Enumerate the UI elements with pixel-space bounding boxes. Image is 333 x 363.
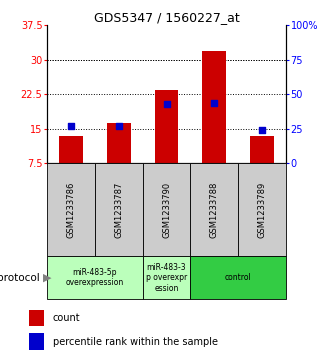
Bar <box>59 136 83 163</box>
Point <box>212 100 217 106</box>
Bar <box>95 163 143 256</box>
Bar <box>29 333 44 350</box>
Text: control: control <box>225 273 252 282</box>
Bar <box>238 163 286 256</box>
Point <box>260 127 265 133</box>
Bar <box>250 136 274 163</box>
Text: GSM1233786: GSM1233786 <box>66 182 75 238</box>
Bar <box>29 310 44 326</box>
Text: GSM1233788: GSM1233788 <box>210 182 219 238</box>
Title: GDS5347 / 1560227_at: GDS5347 / 1560227_at <box>94 11 239 24</box>
Bar <box>47 163 95 256</box>
Text: miR-483-3
p overexpr
ession: miR-483-3 p overexpr ession <box>146 263 187 293</box>
Text: protocol: protocol <box>0 273 40 283</box>
Point <box>164 101 169 107</box>
Bar <box>143 163 190 256</box>
Text: count: count <box>53 313 80 323</box>
Bar <box>202 51 226 163</box>
Text: GSM1233787: GSM1233787 <box>114 182 123 238</box>
Text: ▶: ▶ <box>43 273 52 283</box>
Text: miR-483-5p
overexpression: miR-483-5p overexpression <box>66 268 124 287</box>
Text: GSM1233790: GSM1233790 <box>162 182 171 238</box>
Text: GSM1233789: GSM1233789 <box>258 182 267 238</box>
Bar <box>190 163 238 256</box>
Bar <box>190 256 286 299</box>
Bar <box>143 256 190 299</box>
Point <box>116 123 121 129</box>
Bar <box>155 90 178 163</box>
Point <box>68 123 73 129</box>
Bar <box>47 256 143 299</box>
Text: percentile rank within the sample: percentile rank within the sample <box>53 337 217 347</box>
Bar <box>107 123 131 163</box>
